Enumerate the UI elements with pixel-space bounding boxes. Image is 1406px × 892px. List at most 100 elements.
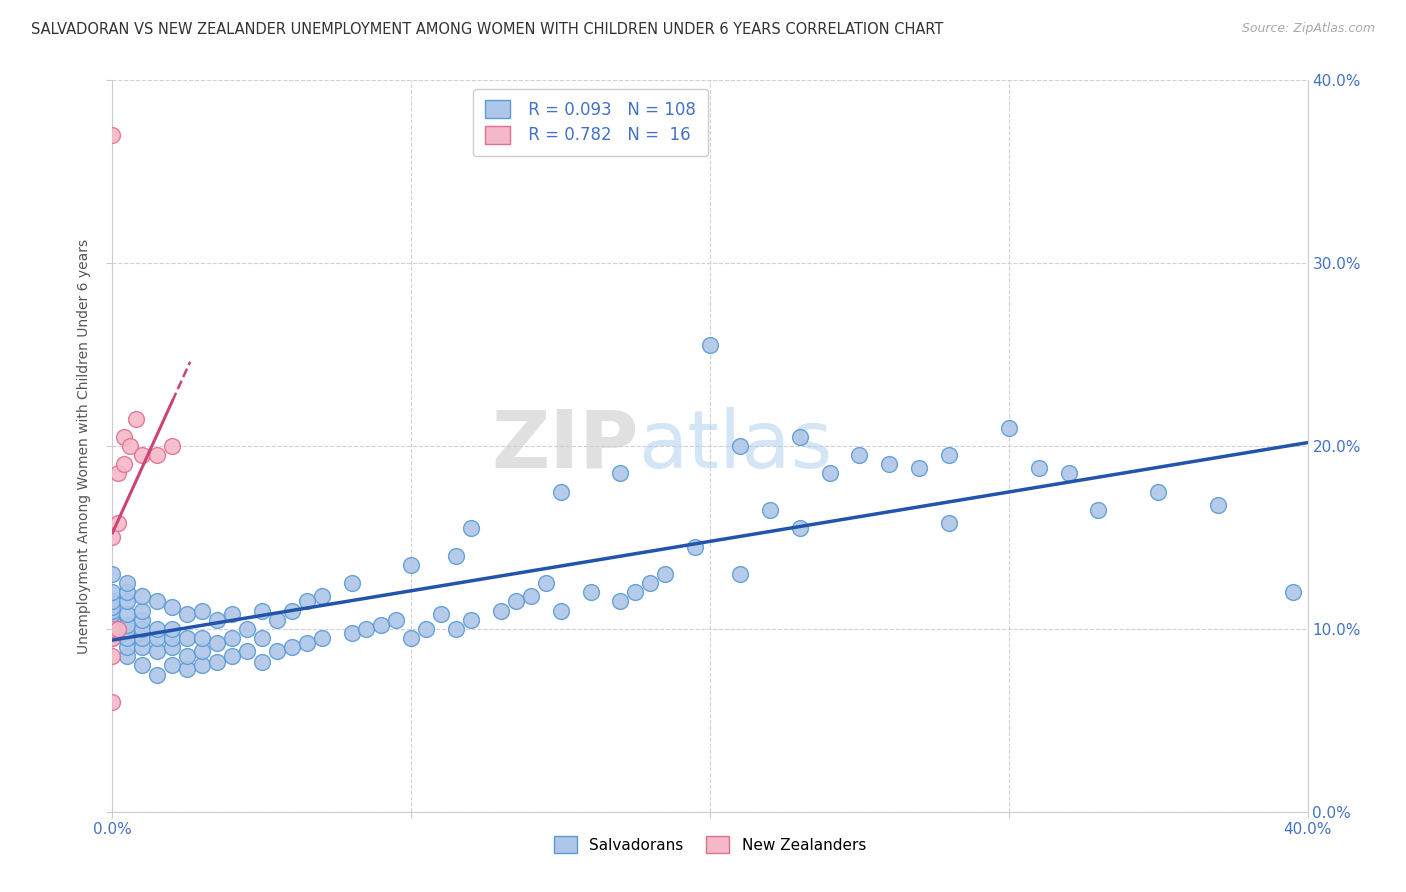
Point	[998, 421, 1021, 435]
Point	[191, 603, 214, 617]
Text: ZIP: ZIP	[491, 407, 638, 485]
Point	[683, 540, 706, 554]
Point	[789, 521, 811, 535]
Point	[191, 631, 214, 645]
Point	[117, 576, 139, 591]
Point	[311, 589, 333, 603]
Legend: Salvadorans, New Zealanders: Salvadorans, New Zealanders	[548, 830, 872, 859]
Point	[818, 467, 841, 481]
Point	[609, 467, 631, 481]
Point	[101, 594, 124, 608]
Point	[120, 439, 142, 453]
Point	[1057, 467, 1080, 481]
Point	[789, 430, 811, 444]
Point	[385, 613, 408, 627]
Point	[266, 644, 288, 658]
Point	[1028, 461, 1050, 475]
Point	[848, 448, 870, 462]
Point	[236, 644, 259, 658]
Point	[534, 576, 557, 591]
Point	[131, 631, 153, 645]
Point	[146, 622, 169, 636]
Point	[281, 603, 304, 617]
Point	[107, 622, 129, 636]
Point	[101, 585, 124, 599]
Text: atlas: atlas	[638, 407, 832, 485]
Point	[1206, 498, 1229, 512]
Point	[117, 640, 139, 655]
Point	[131, 622, 153, 636]
Point	[131, 448, 153, 462]
Point	[146, 631, 169, 645]
Point	[505, 594, 527, 608]
Point	[101, 567, 124, 582]
Point	[162, 658, 183, 673]
Point	[370, 618, 392, 632]
Point	[879, 457, 901, 471]
Point	[131, 589, 153, 603]
Point	[101, 599, 124, 614]
Point	[938, 448, 960, 462]
Point	[205, 655, 228, 669]
Point	[250, 655, 273, 669]
Point	[401, 631, 423, 645]
Point	[191, 658, 214, 673]
Point	[131, 658, 153, 673]
Point	[654, 567, 676, 582]
Point	[176, 649, 198, 664]
Y-axis label: Unemployment Among Women with Children Under 6 years: Unemployment Among Women with Children U…	[77, 238, 91, 654]
Point	[101, 530, 124, 544]
Point	[221, 631, 243, 645]
Point	[131, 640, 153, 655]
Point	[117, 607, 139, 622]
Point	[176, 607, 198, 622]
Point	[117, 585, 139, 599]
Point	[107, 516, 129, 530]
Point	[550, 603, 572, 617]
Point	[444, 622, 467, 636]
Text: Source: ZipAtlas.com: Source: ZipAtlas.com	[1241, 22, 1375, 36]
Point	[114, 457, 135, 471]
Point	[125, 411, 148, 425]
Point	[624, 585, 647, 599]
Point	[728, 439, 751, 453]
Point	[759, 503, 782, 517]
Point	[117, 594, 139, 608]
Point	[356, 622, 378, 636]
Point	[401, 558, 423, 572]
Point	[1087, 503, 1109, 517]
Point	[699, 338, 721, 352]
Point	[908, 461, 931, 475]
Point	[101, 695, 124, 709]
Point	[107, 467, 129, 481]
Point	[250, 631, 273, 645]
Point	[101, 613, 124, 627]
Point	[146, 448, 169, 462]
Point	[131, 603, 153, 617]
Point	[162, 599, 183, 614]
Point	[295, 594, 318, 608]
Point	[117, 649, 139, 664]
Point	[640, 576, 662, 591]
Text: SALVADORAN VS NEW ZEALANDER UNEMPLOYMENT AMONG WOMEN WITH CHILDREN UNDER 6 YEARS: SALVADORAN VS NEW ZEALANDER UNEMPLOYMENT…	[31, 22, 943, 37]
Point	[176, 631, 198, 645]
Point	[415, 622, 437, 636]
Point	[162, 631, 183, 645]
Point	[938, 516, 960, 530]
Point	[117, 631, 139, 645]
Point	[101, 128, 124, 143]
Point	[162, 640, 183, 655]
Point	[176, 662, 198, 676]
Point	[101, 631, 124, 645]
Point	[101, 603, 124, 617]
Point	[114, 430, 135, 444]
Point	[101, 622, 124, 636]
Point	[1281, 585, 1303, 599]
Point	[101, 622, 124, 636]
Point	[460, 521, 482, 535]
Point	[191, 644, 214, 658]
Point	[146, 667, 169, 681]
Point	[117, 618, 139, 632]
Point	[221, 607, 243, 622]
Point	[728, 567, 751, 582]
